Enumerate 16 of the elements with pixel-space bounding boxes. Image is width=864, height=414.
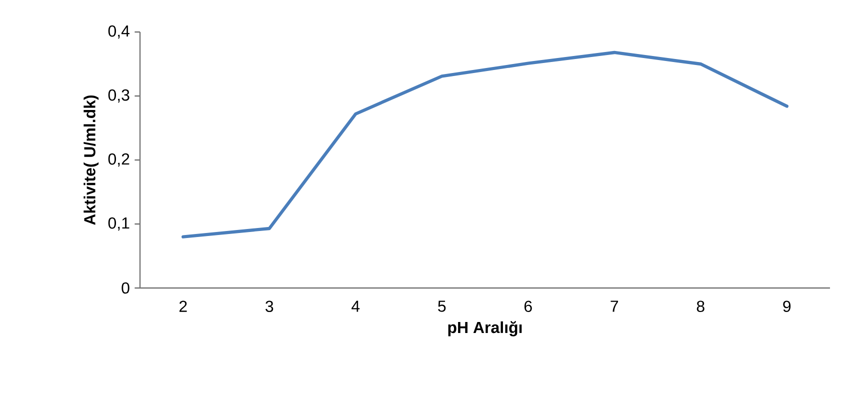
x-tick-label: 4 bbox=[352, 300, 360, 312]
y-tick-label: 0,1 bbox=[108, 217, 130, 231]
x-tick-label: 5 bbox=[438, 300, 446, 312]
x-tick-label: 3 bbox=[266, 300, 274, 312]
x-tick-label: 2 bbox=[179, 300, 187, 312]
line-series bbox=[182, 50, 788, 238]
y-axis-title: Aktivite( U/ml.dk) bbox=[84, 95, 99, 225]
x-axis-title: pH Aralığı bbox=[448, 321, 522, 336]
x-tick-label: 7 bbox=[610, 300, 618, 312]
y-tick-label: 0,2 bbox=[108, 153, 130, 167]
x-tick-label: 6 bbox=[524, 300, 532, 312]
x-tick-label: 8 bbox=[696, 300, 704, 312]
y-tick-label: 0,3 bbox=[108, 89, 130, 103]
y-tick-label: 0,4 bbox=[108, 25, 130, 39]
x-tick-label: 9 bbox=[783, 300, 791, 312]
y-tick-label: 0 bbox=[122, 282, 130, 294]
